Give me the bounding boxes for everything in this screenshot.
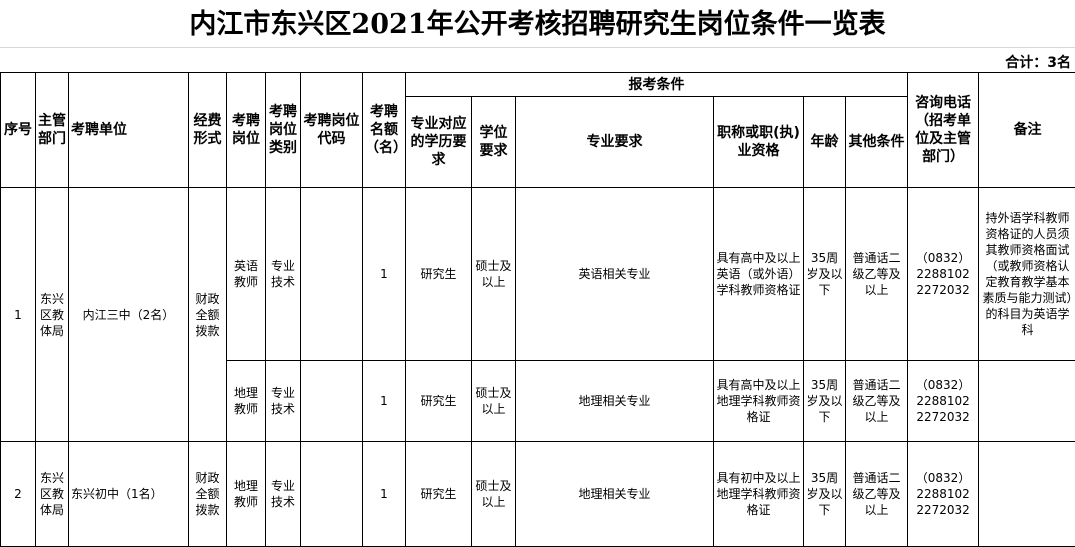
cell-post-code: [301, 361, 363, 442]
cell-quota: 1: [363, 442, 406, 547]
cell-edu: 研究生: [406, 188, 472, 361]
cell-major: 地理相关专业: [516, 442, 714, 547]
spreadsheet-gridrow: [0, 47, 1075, 73]
header-qual: 职称或职(执)业资格: [714, 97, 804, 188]
cell-qual: 具有高中及以上英语（或外语）学科教师资格证: [714, 188, 804, 361]
cell-quota: 1: [363, 188, 406, 361]
cell-major: 地理相关专业: [516, 361, 714, 442]
cell-age: 35周岁及以下: [804, 361, 846, 442]
cell-age: 35周岁及以下: [804, 442, 846, 547]
cell-unit: 东兴初中（1名）: [69, 442, 189, 547]
cell-phone: （0832）2288102 2272032: [908, 442, 979, 547]
cell-dept: 东兴区教体局: [36, 188, 69, 442]
cell-age: 35周岁及以下: [804, 188, 846, 361]
cell-dept: 东兴区教体局: [36, 442, 69, 547]
header-post-code: 考聘岗位代码: [301, 73, 363, 188]
cell-edu: 研究生: [406, 442, 472, 547]
cell-post-code: [301, 442, 363, 547]
cell-degree: 硕士及以上: [472, 442, 516, 547]
cell-qual: 具有高中及以上地理学科教师资格证: [714, 361, 804, 442]
cell-qual: 具有初中及以上地理学科教师资格证: [714, 442, 804, 547]
cell-edu: 研究生: [406, 361, 472, 442]
total-count: 合计：3名: [1005, 52, 1071, 72]
header-age: 年龄: [804, 97, 846, 188]
cell-seq: 2: [1, 442, 36, 547]
cell-remark: 持外语学科教师资格证的人员须其教师资格面试（或教师资格认定教育教学基本素质与能力…: [979, 188, 1075, 361]
cell-major: 英语相关专业: [516, 188, 714, 361]
header-unit: 考聘单位: [69, 73, 189, 188]
positions-table: 序号 主管部门 考聘单位 经费形式 考聘岗位 考聘岗位类别 考聘岗位代码 考聘名…: [0, 72, 1075, 547]
table-row: 1 东兴区教体局 内江三中（2名） 财政全额拨款 英语教师 专业技术 1 研究生…: [1, 188, 1075, 361]
cell-phone: （0832）2288102 2272032: [908, 361, 979, 442]
cell-other: 普通话二级乙等及以上: [846, 442, 908, 547]
header-remark: 备注: [979, 73, 1075, 188]
cell-fund: 财政全额拨款: [189, 442, 227, 547]
header-phone: 咨询电话（招考单位及主管部门）: [908, 73, 979, 188]
cell-unit: 内江三中（2名）: [69, 188, 189, 442]
cell-other: 普通话二级乙等及以上: [846, 188, 908, 361]
cell-other: 普通话二级乙等及以上: [846, 361, 908, 442]
cell-degree: 硕士及以上: [472, 361, 516, 442]
cell-post-code: [301, 188, 363, 361]
cell-post-type: 专业技术: [266, 442, 301, 547]
cell-post-type: 专业技术: [266, 361, 301, 442]
header-other: 其他条件: [846, 97, 908, 188]
cell-post: 地理教师: [227, 361, 266, 442]
cell-post: 英语教师: [227, 188, 266, 361]
header-edu: 专业对应的学历要求: [406, 97, 472, 188]
header-post: 考聘岗位: [227, 73, 266, 188]
cell-remark: [979, 361, 1075, 442]
cell-fund: 财政全额拨款: [189, 188, 227, 442]
header-degree: 学位要求: [472, 97, 516, 188]
page-title: 内江市东兴区2021年公开考核招聘研究生岗位条件一览表: [0, 0, 1075, 48]
header-dept: 主管部门: [36, 73, 69, 188]
cell-post: 地理教师: [227, 442, 266, 547]
header-seq: 序号: [1, 73, 36, 188]
header-fund: 经费形式: [189, 73, 227, 188]
header-post-type: 考聘岗位类别: [266, 73, 301, 188]
cell-remark: [979, 442, 1075, 547]
header-conditions: 报考条件: [406, 73, 908, 97]
cell-degree: 硕士及以上: [472, 188, 516, 361]
cell-phone: （0832）2288102 2272032: [908, 188, 979, 361]
header-major: 专业要求: [516, 97, 714, 188]
header-quota: 考聘名额（名）: [363, 73, 406, 188]
cell-post-type: 专业技术: [266, 188, 301, 361]
cell-seq: 1: [1, 188, 36, 442]
cell-quota: 1: [363, 361, 406, 442]
table-row: 2 东兴区教体局 东兴初中（1名） 财政全额拨款 地理教师 专业技术 1 研究生…: [1, 442, 1075, 547]
